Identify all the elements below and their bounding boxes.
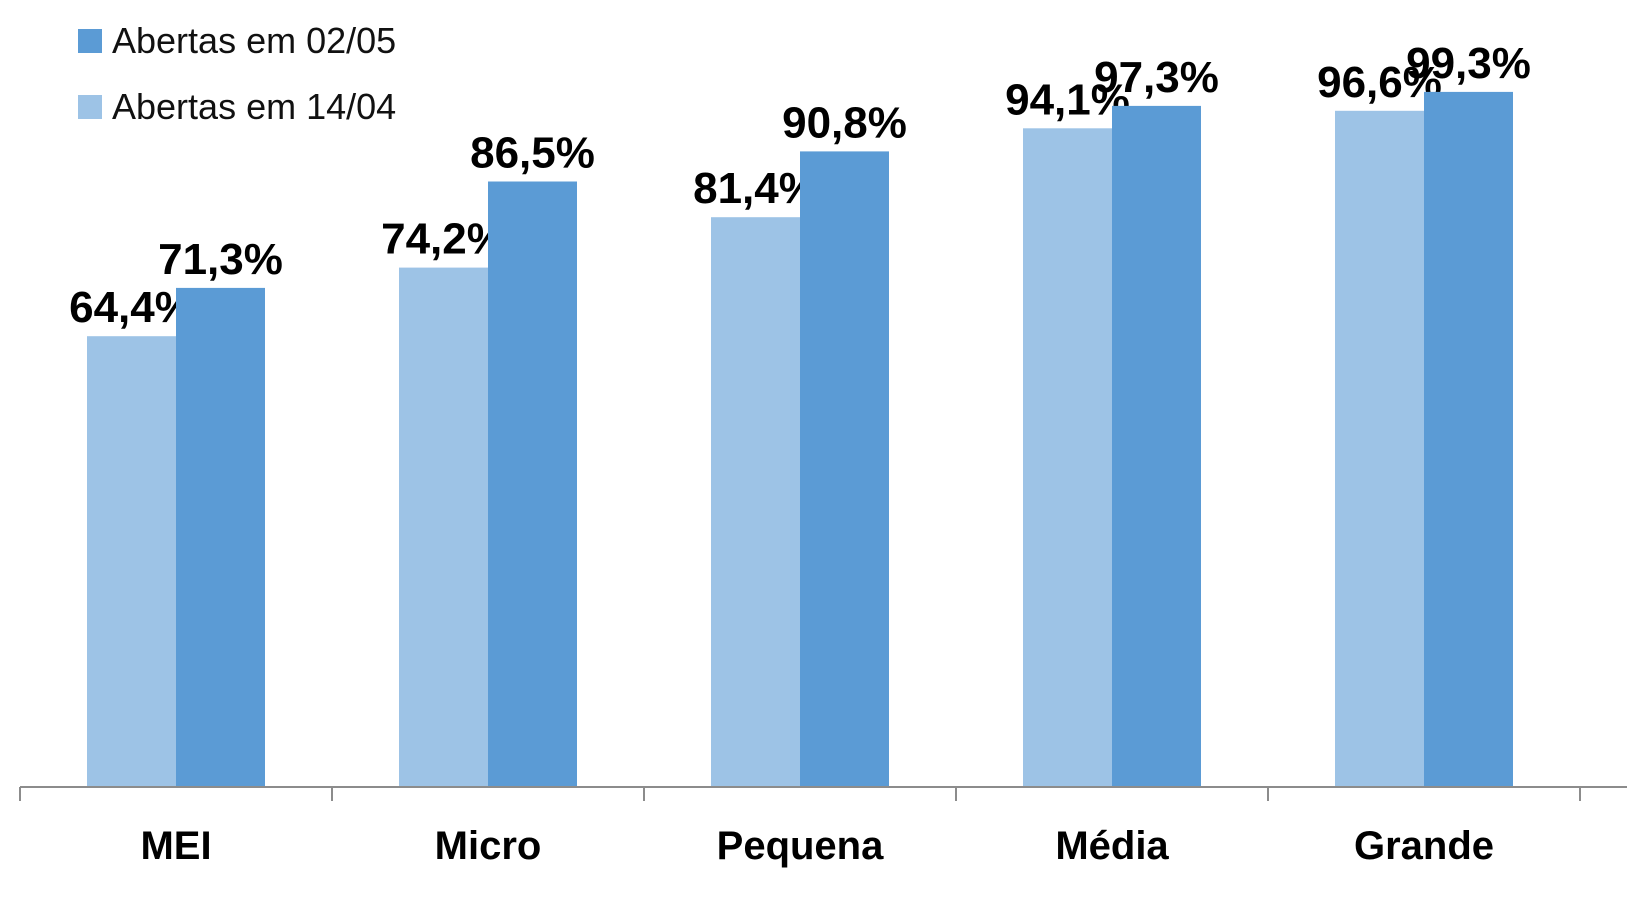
x-tick-label-3: Média [1055,824,1169,868]
data-label-micro-series-1: 86,5% [470,129,595,178]
bar-média-series-1 [1112,105,1201,787]
legend-swatch-1404 [78,95,102,119]
legend: Abertas em 02/05 Abertas em 14/04 [78,8,396,140]
data-label-mei-series-1: 71,3% [158,235,283,284]
legend-item-0205: Abertas em 02/05 [78,8,396,74]
bar-mei-series-0 [87,336,176,787]
bar-micro-series-1 [488,181,577,787]
data-label-grande-series-0: 96,6% [1317,58,1442,107]
bar-grande-series-1 [1424,91,1513,787]
x-tick-label-4: Grande [1354,824,1494,868]
data-label-pequena-series-1: 90,8% [782,98,907,147]
legend-label-0205: Abertas em 02/05 [112,20,397,61]
bar-média-series-0 [1023,128,1112,788]
bar-grande-series-0 [1335,110,1424,788]
legend-item-1404: Abertas em 14/04 [78,74,396,140]
bar-pequena-series-1 [800,151,889,787]
bar-mei-series-1 [176,287,265,787]
data-label-micro-series-0: 74,2% [381,215,506,264]
bar-pequena-series-0 [711,217,800,787]
x-tick-label-1: Micro [435,824,542,868]
data-label-grande-series-1: 99,3% [1406,39,1531,88]
bar-micro-series-0 [399,267,488,788]
data-label-mei-series-0: 64,4% [69,283,194,332]
data-label-média-series-1: 97,3% [1094,53,1219,102]
data-label-pequena-series-0: 81,4% [693,164,818,213]
x-tick-label-0: MEI [140,824,211,868]
x-tick-label-2: Pequena [717,824,884,868]
data-label-média-series-0: 94,1% [1005,75,1130,124]
legend-swatch-0205 [78,29,102,53]
legend-label-1404: Abertas em 14/04 [112,86,397,127]
